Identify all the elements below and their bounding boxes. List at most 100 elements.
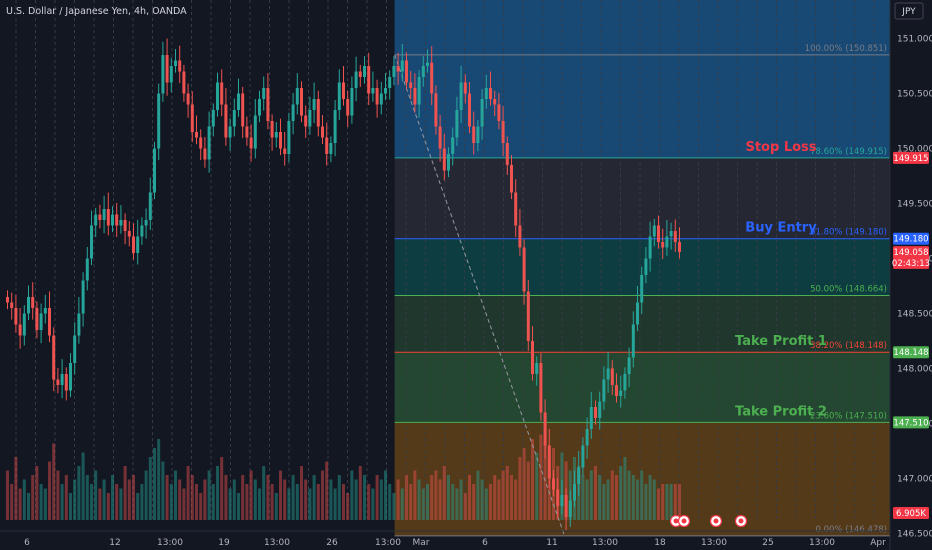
candle-body <box>266 88 270 121</box>
candle-body <box>31 297 35 308</box>
candle-body <box>10 302 14 308</box>
price-tick-label: 150.500 <box>897 90 932 100</box>
volume-bar <box>216 466 219 520</box>
volume-bar <box>300 466 303 520</box>
volume-bar <box>367 484 371 520</box>
volume-bar <box>220 457 224 520</box>
candle-body <box>468 93 471 127</box>
candle-body <box>438 126 442 149</box>
volume-bar <box>392 493 396 520</box>
event-icon-dot <box>713 518 719 524</box>
volume-bar <box>463 493 467 520</box>
volume-bar <box>169 484 173 520</box>
volume-bar <box>484 488 488 520</box>
volume-bar <box>295 484 299 520</box>
event-icon[interactable] <box>677 514 691 528</box>
time-tick-label: Apr <box>870 538 886 548</box>
volume-bar <box>35 466 39 520</box>
volume-bar <box>447 475 450 520</box>
fib-label: 61.80% (149.180) <box>810 228 887 238</box>
price-tag-bg <box>893 151 929 164</box>
candle-body <box>363 66 366 77</box>
price-tag-label: 147.510 <box>893 418 928 428</box>
volume-bar <box>39 484 43 520</box>
volume-bar <box>241 475 245 520</box>
candle-body <box>489 88 492 99</box>
candle-body <box>652 225 656 237</box>
volume-bar <box>312 475 316 520</box>
fib-trendline <box>394 54 566 537</box>
candle-body <box>274 132 278 138</box>
candle-body <box>602 379 606 402</box>
volume-bar <box>199 493 203 520</box>
volume-bar <box>409 484 413 520</box>
candle-body <box>640 275 644 303</box>
fib-band <box>394 157 890 239</box>
volume-bar <box>610 470 614 520</box>
volume-bar <box>161 461 165 520</box>
volume-bar <box>119 488 123 520</box>
candle-body <box>14 308 18 325</box>
candle-body <box>300 88 303 116</box>
candle-body <box>497 104 501 121</box>
candle-body <box>610 368 614 385</box>
candle-body <box>312 99 316 110</box>
volume-bar <box>321 470 324 520</box>
volume-bar <box>371 488 375 520</box>
candle-body <box>22 313 26 336</box>
volume-bar <box>678 484 681 520</box>
candle-body <box>405 60 408 83</box>
currency-badge[interactable]: JPY <box>894 2 924 20</box>
time-tick-label: 13:00 <box>157 538 183 548</box>
price-tick-label: 149.500 <box>897 200 932 210</box>
volume-tag-bg <box>893 507 929 519</box>
candle-body <box>669 231 673 237</box>
fib-lines: 100.00% (150.851) 78.60% (149.915) 61.80% … <box>394 44 890 537</box>
volume-bar <box>442 466 446 520</box>
candle-body <box>623 374 627 391</box>
time-tick-label: 13:00 <box>375 538 401 548</box>
volume-bar <box>56 470 60 520</box>
volume-bar <box>232 479 236 520</box>
candle-body <box>115 214 119 226</box>
volume-bar <box>350 470 354 520</box>
volume-bar <box>644 484 648 520</box>
candle-body <box>581 445 585 468</box>
event-icons <box>669 514 748 528</box>
candle-body <box>161 55 165 94</box>
volume-bar <box>598 475 602 520</box>
time-tick-label: 6 <box>482 538 488 548</box>
annotations: Stop Loss Buy Entry Take Profit 1 Take Prof… <box>735 140 827 420</box>
volume-bar <box>426 484 429 520</box>
volume-bar <box>547 457 551 520</box>
volume-bar <box>249 470 253 520</box>
candle-body <box>661 242 665 248</box>
volume-bar <box>22 479 26 520</box>
candle-body <box>371 88 375 94</box>
candle-body <box>564 495 568 517</box>
event-icon[interactable] <box>734 514 748 528</box>
event-icon[interactable] <box>709 514 723 528</box>
candle-body <box>518 225 522 248</box>
volume-bar <box>333 488 337 520</box>
candle-body <box>589 407 593 429</box>
volume-bar <box>182 488 186 520</box>
volume-bar <box>48 461 51 520</box>
candle-body <box>123 220 127 231</box>
fib-label: 38.20% (148.148) <box>810 341 887 351</box>
volume-tag: 6.905K <box>893 507 929 519</box>
candle-body <box>153 148 156 193</box>
candle-body <box>232 110 236 127</box>
event-icon-dot <box>673 518 679 524</box>
candle-body <box>258 99 261 116</box>
volume-bar <box>669 484 673 520</box>
volume-bar <box>111 475 114 520</box>
event-icon-dot <box>681 518 687 524</box>
volume-tag-label: 6.905K <box>896 509 926 519</box>
price-tag: 149.915 <box>893 151 929 164</box>
volume-bar <box>497 479 501 520</box>
candle-body <box>657 225 660 242</box>
candle-body <box>543 412 547 446</box>
